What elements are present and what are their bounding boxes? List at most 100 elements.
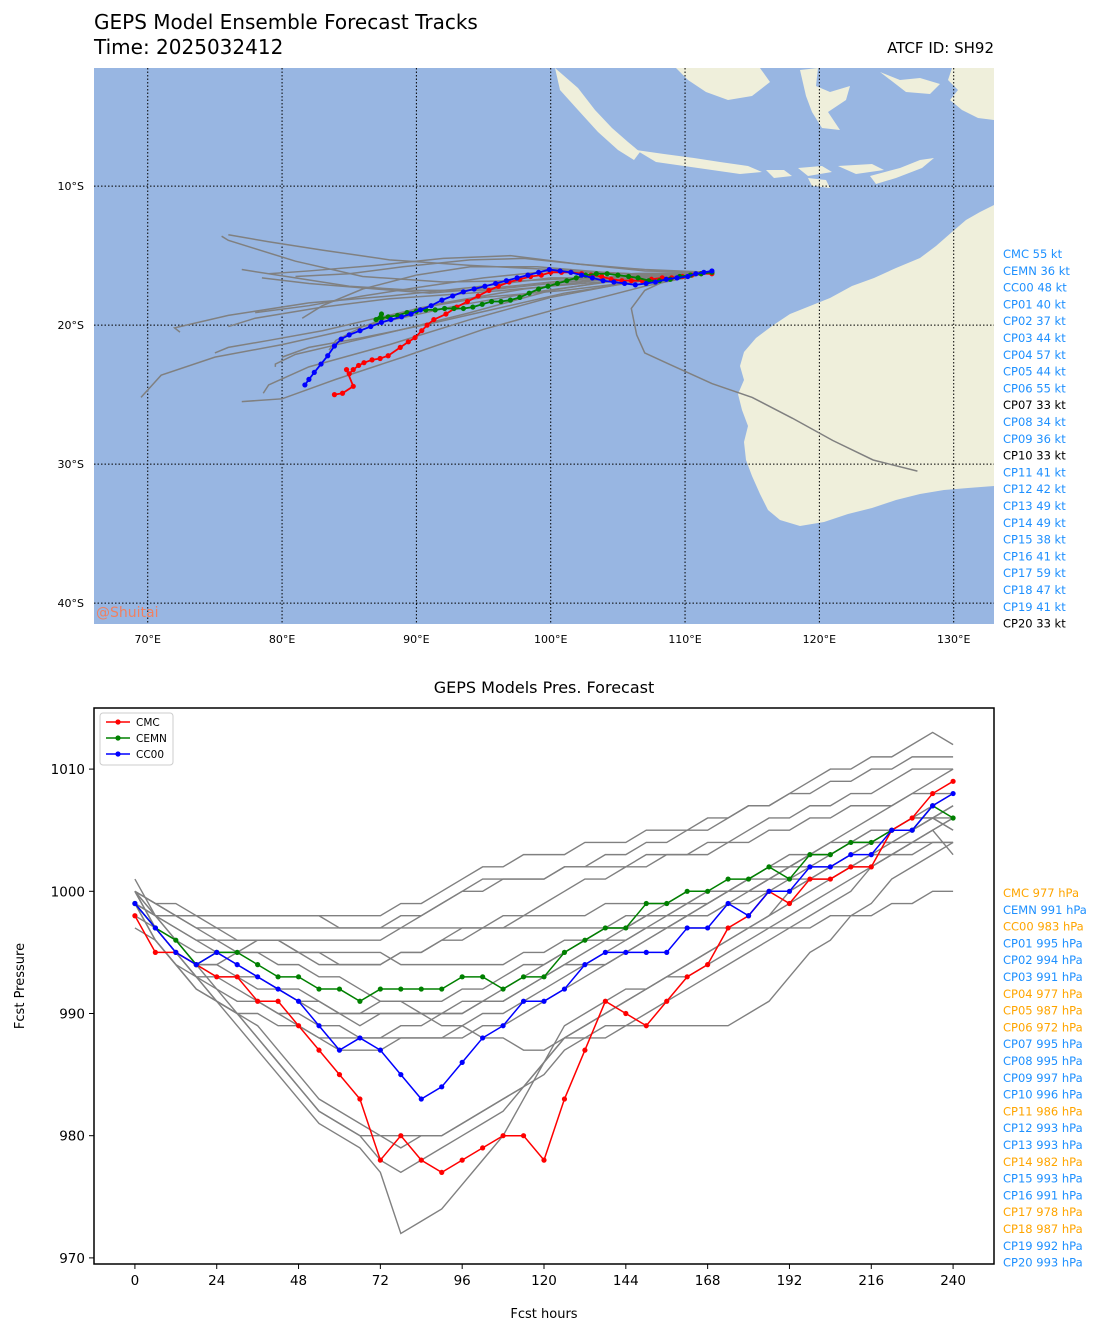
cmc-track-point: [346, 371, 352, 377]
cemn-pressure-point: [357, 998, 363, 1004]
cemn-pressure-point: [336, 986, 343, 992]
cc00-track-point: [338, 336, 344, 342]
cc00-pressure-point: [561, 986, 568, 992]
cc00-track-point: [525, 272, 531, 278]
cmc-pressure-point: [827, 876, 833, 882]
pressure-label: CP03 991 hPa: [1003, 970, 1083, 984]
cc00-track-point: [652, 279, 659, 285]
cemn-track-point: [526, 290, 532, 296]
cc00-pressure-point: [766, 888, 772, 894]
map-ticks: 70°E 80°E 90°E 100°E 110°E 120°E 130°E 10°S 20°S…: [58, 180, 971, 646]
cc00-pressure-point: [255, 974, 261, 980]
cc00-pressure-point: [132, 900, 138, 907]
intensity-label: CP04 57 kt: [1003, 348, 1066, 362]
intensity-label: CP02 37 kt: [1003, 314, 1066, 328]
cemn-pressure-point: [725, 876, 731, 882]
cc00-track-point: [579, 272, 585, 278]
cc00-track-point: [428, 303, 434, 309]
cc00-track-point: [536, 269, 542, 275]
x-tick-label: 0: [131, 1273, 140, 1289]
legend-label: CC00: [136, 749, 164, 761]
map-land: [555, 68, 994, 526]
cc00-track-point: [674, 275, 680, 281]
cc00-pressure-point: [807, 864, 813, 870]
legend-marker: [115, 735, 121, 741]
y-tick-label: 970: [59, 1251, 85, 1267]
cmc-track-point: [419, 328, 425, 334]
cmc-track-point: [475, 293, 481, 299]
lat-tick-label: 20°S: [58, 319, 84, 332]
pressure-label: CP18 987 hPa: [1003, 1222, 1083, 1236]
lat-tick-label: 40°S: [58, 597, 84, 610]
map-tracks: [140, 234, 918, 472]
lon-tick-label: 70°E: [135, 633, 161, 646]
cc00-pressure-point: [459, 1059, 465, 1065]
cc00-pressure-point: [377, 1047, 383, 1053]
land-sulawesi: [800, 68, 940, 130]
cemn-pressure-point: [398, 986, 404, 992]
map-title: GEPS Model Ensemble Forecast Tracks: [94, 10, 478, 34]
intensity-label: CP16 41 kt: [1003, 549, 1066, 563]
cemn-track-point: [564, 278, 570, 284]
x-tick-label: 168: [695, 1273, 721, 1289]
cc00-pressure-point: [439, 1084, 445, 1090]
cc00-pressure-point: [398, 1071, 404, 1078]
cmc-track-point: [377, 355, 383, 362]
cc00-track-point: [546, 266, 552, 273]
cmc-track-point: [385, 353, 391, 359]
cc00-pressure-point: [623, 949, 629, 955]
cmc-track-point: [486, 287, 492, 293]
cmc-track-point: [397, 344, 403, 350]
cmc-pressure-point: [541, 1157, 547, 1163]
pressure-label: CC00 983 hPa: [1003, 920, 1084, 934]
pressure-chart: GEPS Models Pres. Forecast 0 24 48 72 96 120 1…: [13, 678, 1087, 1322]
member-track: [241, 271, 713, 403]
cemn-track-point: [460, 305, 467, 312]
cmc-pressure-point: [561, 1096, 568, 1102]
cc00-pressure-point: [909, 827, 915, 833]
cc00-pressure-point: [786, 888, 793, 894]
pressure-label: CP15 993 hPa: [1003, 1172, 1083, 1186]
pressure-label: CP12 993 hPa: [1003, 1121, 1083, 1135]
cmc-pressure-point: [439, 1169, 445, 1175]
cmc-track-point: [350, 383, 356, 389]
intensity-label: CP15 38 kt: [1003, 533, 1066, 547]
cmc-track-point: [356, 362, 362, 369]
pressure-label: CP16 991 hPa: [1003, 1188, 1083, 1202]
cc00-track-point: [482, 283, 488, 289]
cemn-track-point: [573, 275, 579, 281]
member-pressure-line: [134, 756, 954, 917]
pressure-label: CP10 996 hPa: [1003, 1088, 1083, 1102]
intensity-label: CC00 48 kt: [1003, 281, 1067, 295]
cemn-pressure-point: [602, 925, 608, 931]
cc00-pressure-point: [602, 949, 608, 955]
y-tick-label: 980: [59, 1129, 85, 1145]
cemn-pressure-point: [459, 974, 465, 980]
y-axis-label: Fcst Pressure: [13, 943, 28, 1029]
cc00-pressure-point: [930, 803, 936, 809]
cemn-pressure-point: [848, 839, 854, 846]
cmc-pressure-point: [336, 1071, 343, 1078]
cmc-pressure-point: [132, 913, 138, 919]
cmc-pressure-point: [623, 1010, 629, 1017]
cmc-pressure-point: [398, 1133, 404, 1139]
lat-tick-label: 30°S: [58, 458, 84, 471]
cmc-pressure-point: [520, 1133, 527, 1139]
cemn-track-point: [554, 280, 561, 287]
intensity-label: CP03 44 kt: [1003, 331, 1066, 345]
member-pressure-line: [134, 817, 954, 1137]
cc00-pressure-point: [889, 827, 895, 833]
pressure-label: CP07 995 hPa: [1003, 1037, 1083, 1051]
cemn-track-point: [635, 275, 641, 281]
cemn-track-point: [517, 294, 523, 300]
x-tick-label: 72: [372, 1273, 389, 1289]
cc00-pressure-point: [234, 962, 240, 968]
pressure-label: CP04 977 hPa: [1003, 987, 1083, 1001]
cmc-pressure-point: [807, 876, 813, 882]
cemn-pressure-point: [643, 900, 649, 907]
cmc-pressure-point: [848, 864, 854, 870]
x-tick-label: 144: [613, 1273, 639, 1289]
cemn-pressure-point: [418, 986, 424, 992]
cc00-track-point: [450, 293, 456, 299]
cemn-track-point: [604, 271, 610, 277]
